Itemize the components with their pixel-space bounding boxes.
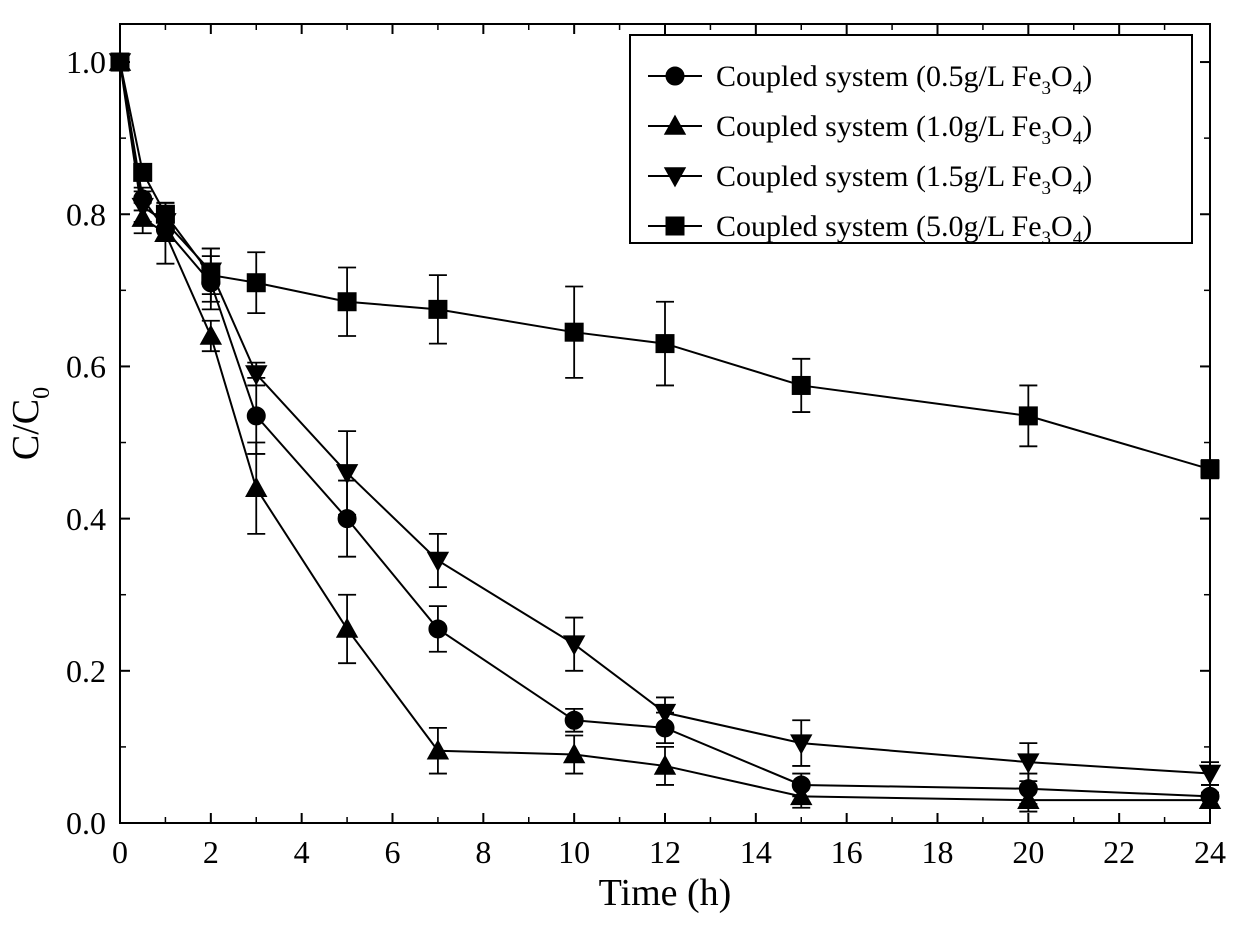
x-axis-label: Time (h) [599,872,732,914]
x-tick-label: 20 [1012,834,1044,870]
degradation-chart: 0246810121416182022240.00.20.40.60.81.0T… [0,0,1240,933]
y-tick-label: 0.8 [66,196,106,232]
x-tick-label: 14 [740,834,772,870]
y-tick-label: 0.0 [66,805,106,841]
chart-container: 0246810121416182022240.00.20.40.60.81.0T… [0,0,1240,933]
x-tick-label: 16 [831,834,863,870]
y-axis-label: C/C0 [5,387,55,460]
y-tick-label: 0.4 [66,501,106,537]
x-tick-label: 18 [922,834,954,870]
x-tick-label: 22 [1103,834,1135,870]
y-tick-label: 0.2 [66,653,106,689]
y-tick-label: 0.6 [66,349,106,385]
x-tick-label: 8 [475,834,491,870]
x-tick-label: 4 [294,834,310,870]
legend: Coupled system (0.5g/L Fe3O4)Coupled sys… [630,35,1192,249]
x-tick-label: 10 [558,834,590,870]
y-tick-label: 1.0 [66,44,106,80]
x-tick-label: 24 [1194,834,1226,870]
x-tick-label: 2 [203,834,219,870]
x-tick-label: 12 [649,834,681,870]
x-tick-label: 6 [385,834,401,870]
x-tick-label: 0 [112,834,128,870]
